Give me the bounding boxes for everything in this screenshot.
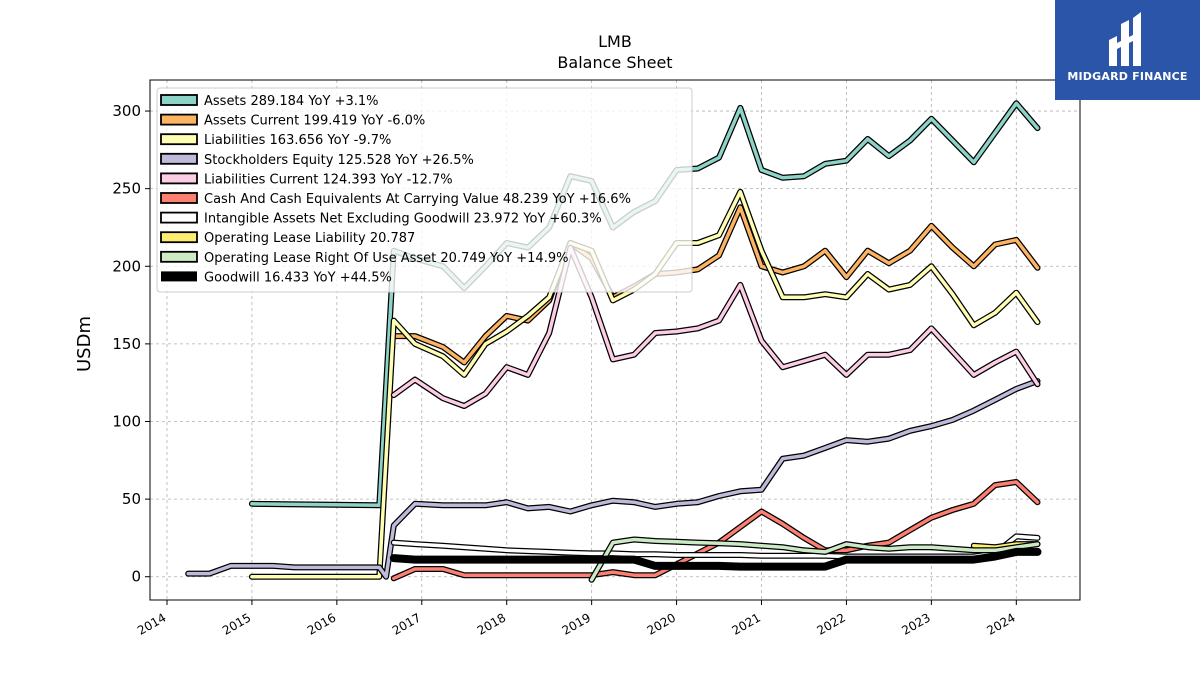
y-tick-label: 200 [112, 257, 141, 275]
legend-label: Stockholders Equity 125.528 YoY +26.5% [204, 153, 474, 168]
legend-swatch [160, 94, 198, 106]
series-liabilities-current [390, 244, 1041, 409]
y-tick-label: 250 [112, 180, 141, 198]
series-line [392, 205, 1040, 365]
legend-item: Liabilities Current 124.393 YoY -12.7% [160, 172, 453, 187]
legend-swatch [160, 133, 198, 146]
legend-label: Operating Lease Liability 20.787 [204, 231, 415, 246]
series-line [392, 245, 1040, 408]
y-tick-label: 50 [122, 490, 141, 508]
legend-item: Liabilities 163.656 YoY -9.7% [160, 133, 391, 148]
legend-label: Cash And Cash Equivalents At Carrying Va… [204, 192, 631, 207]
y-tick-label: 100 [112, 412, 141, 430]
legend-box [156, 87, 693, 293]
x-tick-label: 2024 [984, 610, 1017, 637]
logo-text: MIDGARD FINANCE [1067, 70, 1188, 83]
chart-subtitle: Balance Sheet [557, 53, 672, 72]
legend-swatch [160, 113, 198, 126]
x-tick-label: 2019 [560, 610, 593, 637]
series-lines [185, 100, 1042, 583]
legend-label: Assets Current 199.419 YoY -6.0% [204, 114, 425, 129]
legend-item: Cash And Cash Equivalents At Carrying Va… [160, 192, 631, 207]
x-tick-label: 2022 [814, 610, 847, 637]
y-axis-label: USDm [74, 316, 95, 372]
series-goodwill [389, 547, 1042, 571]
legend-swatch [160, 250, 198, 263]
x-tick-label: 2018 [475, 610, 508, 637]
x-axis-ticks: 2014 2015 2016 2017 2018 2019 2020 2021 2022 2023… [135, 600, 1018, 638]
series-line [186, 379, 1040, 579]
brand-logo: MIDGARD FINANCE [1055, 0, 1200, 100]
series-liabilities [248, 188, 1041, 580]
series-line [250, 190, 1040, 579]
chart-title: LMB [598, 32, 632, 51]
logo-mark-icon [1109, 12, 1141, 66]
series-stockholders-equity [185, 378, 1041, 580]
series-operating-lease-right-of-use-asset [588, 536, 1041, 583]
legend-swatch [160, 152, 198, 165]
legend-label: Operating Lease Right Of Use Asset 20.74… [204, 251, 568, 266]
legend-item: Assets Current 199.419 YoY -6.0% [160, 113, 425, 129]
y-axis-ticks: 0 50 100 150 200 250 300 [112, 102, 150, 586]
legend-item: Operating Lease Liability 20.787 [160, 231, 415, 246]
x-tick-label: 2023 [899, 610, 932, 637]
legend-label: Intangible Assets Net Excluding Goodwill… [204, 212, 602, 227]
legend: Assets 289.184 YoY +3.1% Assets Current 1… [156, 87, 693, 293]
x-tick-label: 2016 [305, 610, 338, 637]
y-tick-label: 0 [131, 568, 141, 586]
series-assets-current [390, 204, 1041, 366]
legend-swatch [160, 211, 198, 224]
legend-item: Goodwill 16.433 YoY +44.5% [161, 270, 392, 285]
legend-label: Liabilities 163.656 YoY -9.7% [204, 133, 391, 148]
legend-swatch [160, 172, 198, 185]
plot-frame [149, 79, 1081, 601]
legend-item: Operating Lease Right Of Use Asset 20.74… [160, 250, 568, 266]
legend-item: Assets 289.184 YoY +3.1% [160, 94, 379, 109]
x-tick-label: 2015 [220, 610, 253, 637]
legend-swatch [160, 231, 198, 244]
legend-label: Goodwill 16.433 YoY +44.5% [204, 270, 392, 285]
y-tick-label: 300 [112, 102, 141, 120]
legend-label: Liabilities Current 124.393 YoY -12.7% [204, 172, 453, 187]
x-tick-label: 2017 [390, 610, 423, 637]
legend-item: Intangible Assets Net Excluding Goodwill… [160, 211, 602, 227]
x-tick-label: 2020 [645, 610, 678, 637]
legend-swatch [160, 192, 198, 204]
x-tick-label: 2014 [135, 610, 168, 637]
series-outline [389, 547, 1042, 571]
legend-swatch [161, 271, 197, 282]
x-tick-label: 2021 [730, 610, 763, 637]
series-line [589, 537, 1040, 582]
legend-item: Stockholders Equity 125.528 YoY +26.5% [160, 152, 474, 168]
y-tick-label: 150 [112, 335, 141, 353]
legend-label: Assets 289.184 YoY +3.1% [204, 94, 379, 109]
